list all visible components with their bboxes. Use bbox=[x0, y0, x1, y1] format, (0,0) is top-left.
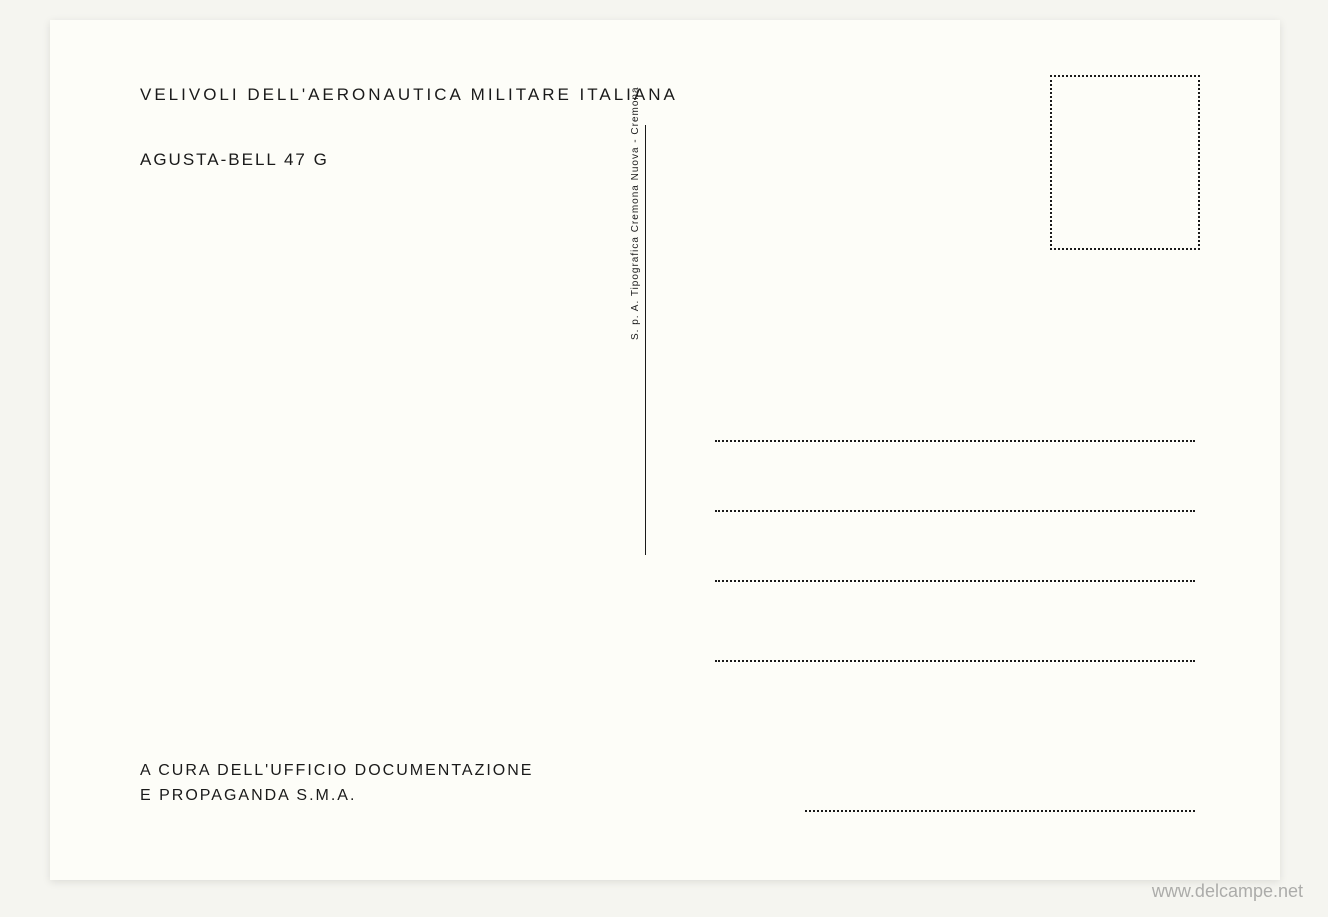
printer-credit: S. p. A. Tipografica Cremona Nuova - Cre… bbox=[630, 86, 641, 340]
watermark: www.delcampe.net bbox=[1152, 881, 1303, 902]
address-line bbox=[715, 580, 1195, 582]
publisher-line-2: E PROPAGANDA S.M.A. bbox=[140, 787, 356, 805]
center-divider bbox=[645, 125, 646, 555]
aircraft-model: AGUSTA-BELL 47 G bbox=[140, 150, 329, 170]
stamp-placeholder bbox=[1050, 75, 1200, 250]
publisher-line-1: A CURA DELL'UFFICIO DOCUMENTAZIONE bbox=[140, 762, 533, 780]
header-title: VELIVOLI DELL'AERONAUTICA MILITARE ITALI… bbox=[140, 85, 678, 105]
address-line bbox=[715, 440, 1195, 442]
address-line bbox=[715, 510, 1195, 512]
address-line bbox=[715, 660, 1195, 662]
postcard-back: VELIVOLI DELL'AERONAUTICA MILITARE ITALI… bbox=[50, 20, 1280, 880]
address-line bbox=[805, 810, 1195, 812]
